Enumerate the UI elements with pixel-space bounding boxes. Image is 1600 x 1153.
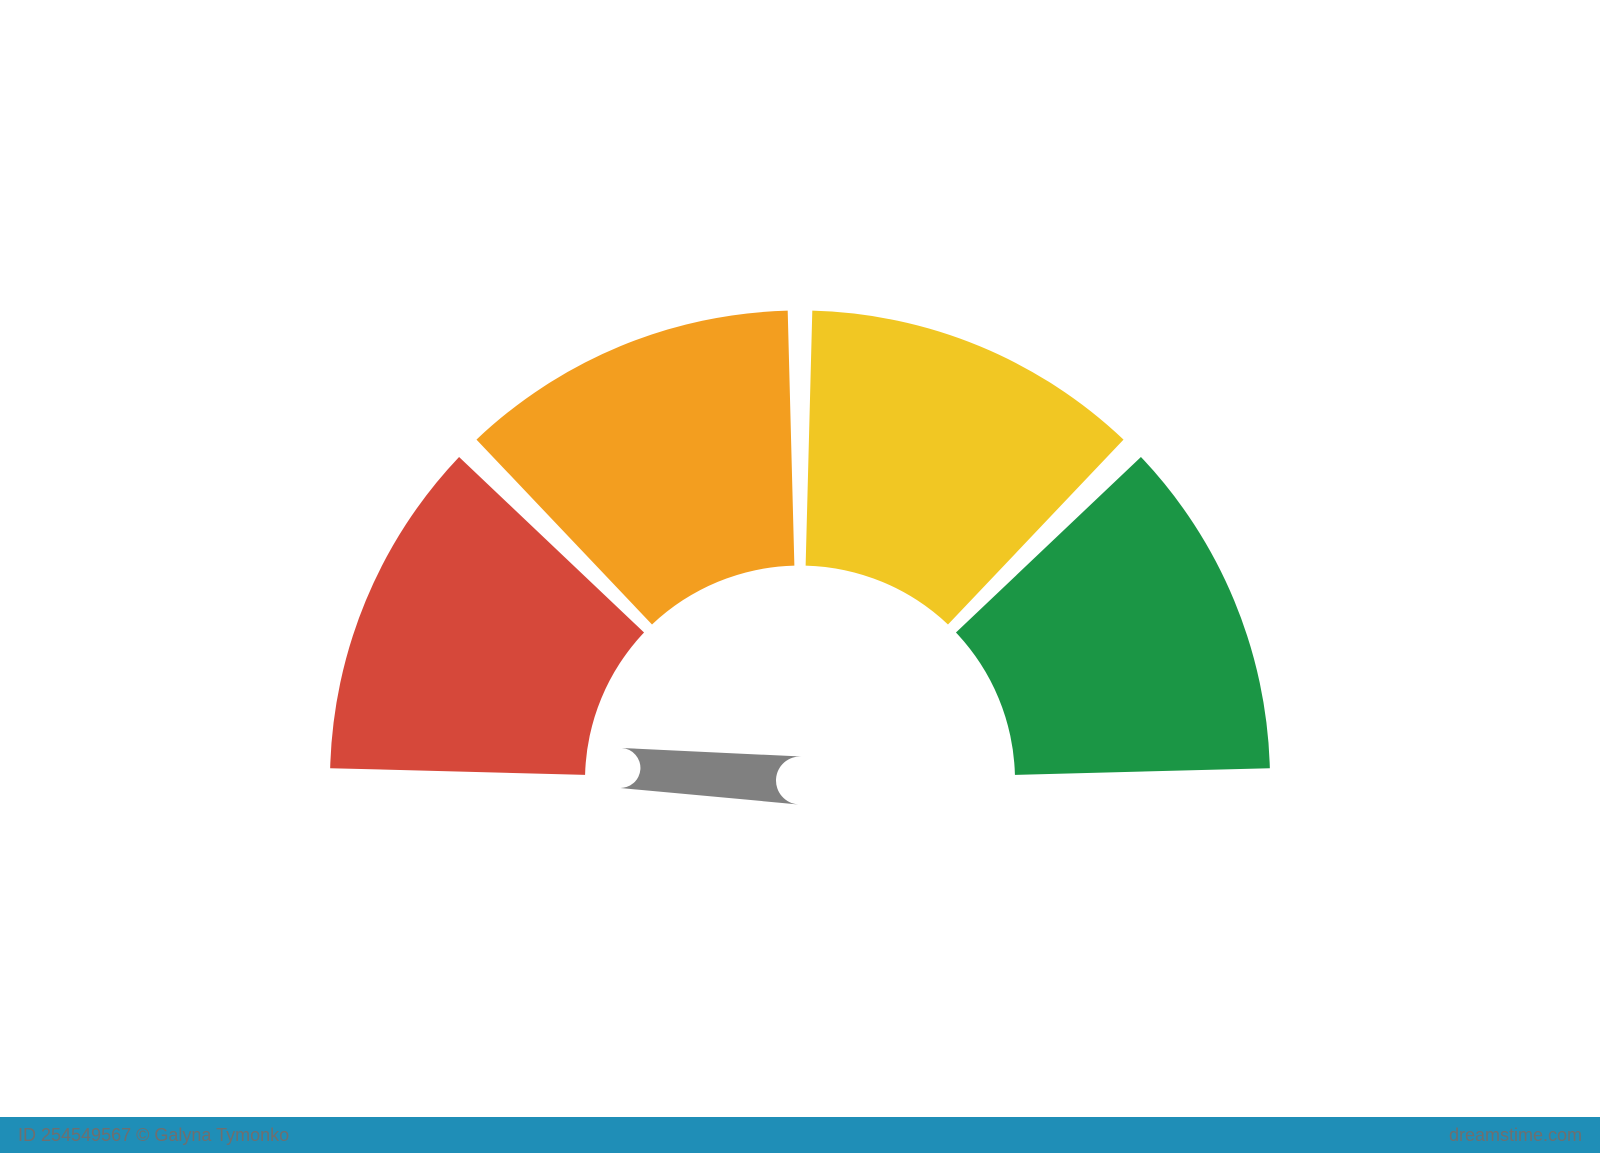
footer-copyright: © Galyna Tymonko	[136, 1125, 289, 1145]
gauge-needle-hole	[616, 761, 632, 777]
gauge-chart	[200, 251, 1400, 856]
footer-id-copyright: ID 254549567 © Galyna Tymonko	[18, 1125, 289, 1146]
footer-bar: ID 254549567 © Galyna Tymonko dreamstime…	[0, 1117, 1600, 1153]
gauge-needle	[619, 748, 802, 804]
footer-site: dreamstime.com	[1449, 1125, 1582, 1146]
footer-id: ID 254549567	[18, 1125, 131, 1145]
